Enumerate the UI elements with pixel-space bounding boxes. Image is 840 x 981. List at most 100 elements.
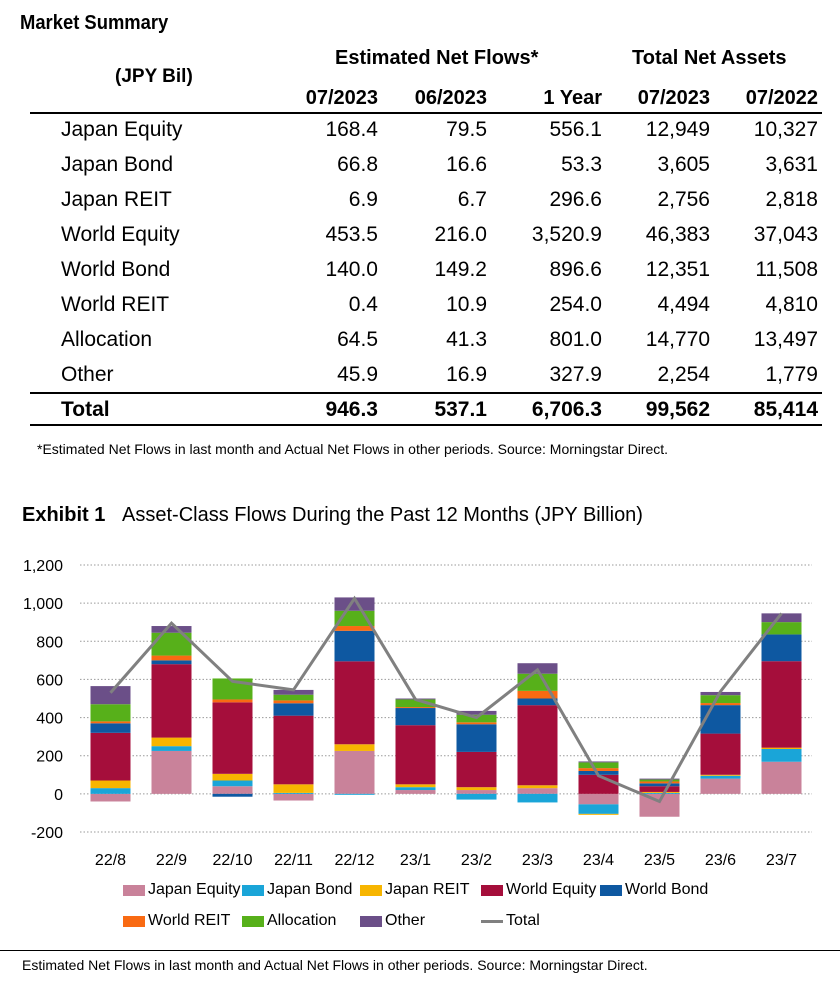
- row-label: World REIT: [61, 293, 170, 316]
- bar-segment-allocation: [273, 694, 314, 701]
- table-cell: 254.0: [549, 293, 602, 316]
- legend-label: Japan REIT: [385, 881, 470, 898]
- bar-segment-japan-reit: [578, 813, 619, 815]
- bar-segment-world-equity: [90, 732, 131, 781]
- x-tick-label: 23/7: [766, 852, 797, 869]
- table-cell: 2,756: [657, 188, 710, 211]
- bar-segment-world-reit: [517, 690, 558, 699]
- bar-segment-japan-equity: [273, 793, 314, 801]
- legend-label: World REIT: [148, 912, 231, 929]
- bar-segment-world-equity: [700, 733, 741, 775]
- bar-segment-world-bond: [761, 634, 802, 662]
- total-line: [109, 595, 783, 804]
- x-tick-label: 23/1: [400, 852, 431, 869]
- bar-segment-other: [761, 613, 802, 623]
- bar-segment-world-equity: [212, 702, 253, 774]
- bar-segment-other: [273, 689, 314, 695]
- legend-swatch: [600, 884, 622, 896]
- col-assets-current-header: 07/2023: [637, 87, 710, 109]
- table-cell: 13,497: [753, 328, 818, 351]
- bar-segment-allocation: [639, 779, 680, 782]
- bar-segment-world-bond: [90, 723, 131, 733]
- bar-segment-world-equity: [578, 774, 619, 794]
- bar-segment-world-reit: [639, 781, 680, 784]
- table-cell: 801.0: [549, 328, 602, 351]
- bar-segment-allocation: [90, 704, 131, 722]
- x-tick-label: 23/3: [522, 852, 553, 869]
- bar-segment-world-equity: [456, 751, 497, 788]
- table-footnote: *Estimated Net Flows in last month and A…: [37, 441, 669, 457]
- y-tick-label: 0: [54, 787, 63, 804]
- legend-swatch: [123, 915, 145, 927]
- table-cell: 10,327: [753, 118, 818, 141]
- table-cell: 12,351: [645, 258, 710, 281]
- table-cell: 12,949: [645, 118, 710, 141]
- bar-segment-world-equity: [761, 661, 802, 748]
- x-tick-label: 23/4: [583, 852, 614, 869]
- table-cell: 4,810: [765, 293, 818, 316]
- table-cell: 168.4: [325, 118, 378, 141]
- y-tick-label: 600: [36, 672, 63, 689]
- legend-item: World Equity: [481, 881, 596, 899]
- bar-segment-japan-equity: [639, 793, 680, 817]
- legend-label: Total: [506, 912, 540, 929]
- table-cell: 896.6: [549, 258, 602, 281]
- bar-segment-other: [151, 626, 192, 633]
- bar-segment-other: [639, 778, 680, 780]
- row-label: Japan Bond: [61, 153, 174, 176]
- col-assets-prior-header: 07/2022: [745, 87, 818, 109]
- legend-swatch: [360, 884, 382, 896]
- chart-footnote: Estimated Net Flows in last month and Ac…: [22, 957, 648, 973]
- bar-segment-world-bond: [334, 630, 375, 662]
- bar-segment-world-equity: [334, 661, 375, 745]
- exhibit-label: Exhibit 1: [22, 504, 106, 526]
- bar-segment-japan-bond: [517, 793, 558, 803]
- legend-item-total: Total: [481, 912, 540, 930]
- legend-item: World REIT: [123, 912, 230, 930]
- bar-segment-japan-reit: [761, 747, 802, 750]
- table-cell: 3,605: [657, 153, 710, 176]
- table-cell: 2,818: [765, 188, 818, 211]
- bar-segment-japan-bond: [578, 804, 619, 814]
- bar-segment-japan-reit: [639, 791, 680, 793]
- bar-segment-other: [578, 761, 619, 763]
- x-tick-label: 22/10: [212, 852, 252, 869]
- bar-segment-japan-equity: [761, 761, 802, 794]
- row-label: Japan REIT: [61, 188, 172, 211]
- col-flows-1year-header: 1 Year: [543, 87, 602, 109]
- table-cell: 16.6: [446, 153, 487, 176]
- bar-segment-japan-reit: [212, 773, 253, 781]
- bar-segment-japan-reit: [700, 774, 741, 776]
- bar-segment-world-bond: [151, 660, 192, 665]
- bar-segment-japan-equity: [395, 790, 436, 794]
- bar-segment-japan-equity: [578, 793, 619, 805]
- legend-line-swatch: [481, 919, 503, 923]
- table-cell: 3,631: [765, 153, 818, 176]
- bar-segment-japan-bond: [334, 793, 375, 795]
- table-cell: 64.5: [337, 328, 378, 351]
- table-cell: 216.0: [434, 223, 487, 246]
- table-cell: 537.1: [434, 398, 487, 421]
- row-label: Japan Equity: [61, 118, 183, 141]
- bar-segment-world-reit: [395, 707, 436, 709]
- bar-segment-japan-bond: [273, 792, 314, 794]
- table-cell: 99,562: [645, 398, 710, 421]
- bar-segment-japan-equity: [456, 790, 497, 794]
- legend-swatch: [360, 915, 382, 927]
- bar-segment-world-reit: [700, 703, 741, 706]
- table-cell: 79.5: [446, 118, 487, 141]
- bar-segment-world-bond: [517, 698, 558, 706]
- row-label: World Equity: [61, 223, 180, 246]
- bar-segment-japan-bond: [700, 775, 741, 779]
- table-cell: 4,494: [657, 293, 710, 316]
- bar-segment-world-equity: [639, 786, 680, 792]
- bar-segment-allocation: [578, 762, 619, 769]
- bar-segment-other: [90, 686, 131, 705]
- legend-item: Other: [360, 912, 425, 930]
- bar-segment-japan-equity: [700, 778, 741, 794]
- legend-item: Japan Equity: [123, 881, 241, 899]
- x-tick-label: 23/2: [461, 852, 492, 869]
- bar-segment-allocation: [700, 695, 741, 704]
- x-tick-label: 23/5: [644, 852, 675, 869]
- legend-item: Japan REIT: [360, 881, 469, 899]
